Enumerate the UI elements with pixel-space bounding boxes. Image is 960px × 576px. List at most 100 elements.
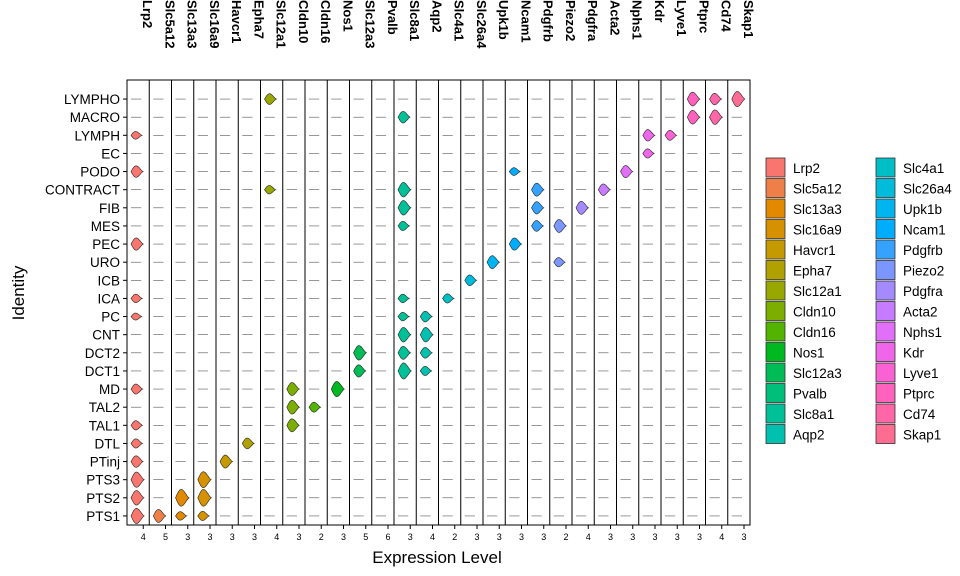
gene-label: Slc13a3 bbox=[185, 0, 200, 48]
violin-slc16a9-pts3 bbox=[197, 471, 212, 489]
violin-slc16a9-pts2 bbox=[197, 489, 212, 507]
identity-label: URO bbox=[90, 255, 120, 270]
gene-label: Slc8a1 bbox=[407, 0, 422, 41]
legend-label: Ptprc bbox=[903, 387, 935, 402]
legend-swatch bbox=[765, 403, 786, 424]
legend-label: Aqp2 bbox=[793, 428, 825, 443]
legend-swatch bbox=[765, 239, 786, 260]
identity-label: EC bbox=[101, 146, 120, 161]
x-tick-label: 3 bbox=[230, 532, 235, 542]
violin-piezo2-mes bbox=[553, 219, 567, 233]
violin-slc8a1-mes bbox=[397, 220, 411, 231]
legend-label: Acta2 bbox=[903, 305, 938, 320]
identity-label: TAL1 bbox=[89, 418, 120, 433]
gene-label: Pdgfra bbox=[585, 0, 600, 42]
violin-slc8a1-macro bbox=[397, 111, 411, 124]
violin-lrp2-dtl bbox=[130, 438, 144, 449]
violin-cd74-lympho bbox=[709, 92, 723, 106]
identity-label: DTL bbox=[94, 436, 120, 451]
gene-label: Slc12a3 bbox=[363, 0, 378, 48]
x-tick-label: 3 bbox=[630, 532, 635, 542]
x-tick-label: 3 bbox=[652, 532, 657, 542]
violin-slc12a3-dct1 bbox=[353, 364, 367, 378]
legend-label: Epha7 bbox=[793, 264, 832, 279]
identity-label: DCT2 bbox=[85, 346, 120, 361]
violin-slc12a3-dct2 bbox=[353, 345, 368, 361]
gene-label: Slc16a9 bbox=[207, 0, 222, 48]
gene-label: Epha7 bbox=[251, 0, 266, 39]
identity-label: PTinj bbox=[90, 455, 120, 470]
violin-lrp2-lymph bbox=[130, 131, 143, 140]
identity-label: ICA bbox=[97, 291, 120, 306]
legend-swatch bbox=[765, 198, 786, 219]
x-tick-label: 2 bbox=[563, 532, 568, 542]
violin-havcr1-ptinj bbox=[219, 454, 234, 469]
violin-slc4a1-ica bbox=[442, 293, 455, 304]
violin-slc8a1-fib bbox=[397, 200, 412, 216]
violin-kdr-ec bbox=[642, 148, 655, 159]
legend-swatch bbox=[765, 321, 786, 342]
legend-label: Slc12a3 bbox=[793, 366, 842, 381]
legend-label: Cldn16 bbox=[793, 325, 836, 340]
violin-aqp2-dct1 bbox=[419, 365, 433, 376]
violin-slc12a1-lympho bbox=[264, 93, 278, 105]
identity-label: MACRO bbox=[70, 110, 120, 125]
x-tick-label: 6 bbox=[385, 532, 390, 542]
y-axis-label: Identity bbox=[9, 265, 28, 320]
x-axis-label: Expression Level bbox=[372, 548, 501, 567]
legend-label: Lyve1 bbox=[903, 366, 939, 381]
gene-label: Cldn10 bbox=[296, 0, 311, 43]
identity-label: CONTRACT bbox=[45, 183, 120, 198]
violin-lrp2-pec bbox=[130, 237, 144, 251]
gene-label: Ncam1 bbox=[518, 0, 533, 43]
violin-slc5a12-pts1 bbox=[152, 509, 167, 523]
gene-label: Lyve1 bbox=[674, 0, 689, 36]
violin-lrp2-pts3 bbox=[130, 471, 145, 488]
violin-cldn10-tal2 bbox=[286, 399, 301, 415]
legend-label: Havcr1 bbox=[793, 243, 836, 258]
legend-label: Slc26a4 bbox=[903, 182, 952, 197]
violin-pdgfrb-fib bbox=[531, 201, 545, 215]
legend-swatch bbox=[875, 301, 896, 321]
legend-swatch bbox=[765, 342, 786, 362]
legend-swatch bbox=[875, 321, 896, 342]
identity-label: MD bbox=[99, 382, 120, 397]
violin-slc16a9-pts1 bbox=[197, 510, 210, 521]
legend-swatch bbox=[875, 198, 896, 219]
legend-label: Slc8a1 bbox=[793, 407, 834, 422]
legend-swatch bbox=[875, 260, 896, 280]
gene-label: Acta2 bbox=[607, 0, 622, 35]
violin-lrp2-tal1 bbox=[130, 420, 144, 431]
legend-swatch bbox=[765, 219, 786, 239]
x-tick-label: 3 bbox=[408, 532, 413, 542]
violin-ncam1-podo bbox=[508, 167, 522, 176]
x-tick-label: 3 bbox=[341, 532, 346, 542]
violin-cldn16-tal2 bbox=[308, 401, 322, 413]
legend-swatch bbox=[765, 362, 786, 383]
x-tick-label: 4 bbox=[430, 532, 435, 542]
legend-swatch bbox=[875, 342, 896, 362]
gene-label: Slc26a4 bbox=[474, 0, 489, 49]
identity-label: PTS2 bbox=[86, 491, 120, 506]
axis-labels: Lrp2 4 Slc5a12 5 Slc13a3 3 Slc16a9 3 Havcr1 3 Epha… bbox=[45, 0, 756, 542]
violin-lrp2-md bbox=[130, 383, 144, 395]
legend-swatch bbox=[765, 280, 786, 301]
gene-label: Pvalb bbox=[385, 0, 400, 35]
gene-label: Aqp2 bbox=[429, 0, 444, 33]
legend-label: Slc16a9 bbox=[793, 223, 842, 238]
legend-swatch bbox=[765, 383, 786, 403]
legend-label: Pdgfrb bbox=[903, 243, 943, 258]
gene-label: Upk1b bbox=[496, 0, 511, 40]
legend-label: Piezo2 bbox=[903, 264, 944, 279]
violin-slc26a4-icb bbox=[464, 274, 478, 287]
legend-label: Lrp2 bbox=[793, 161, 820, 176]
identity-label: DCT1 bbox=[85, 364, 120, 379]
legend-swatch bbox=[765, 157, 786, 178]
gene-label: Nphs1 bbox=[630, 0, 645, 40]
gene-label: Pdgfrb bbox=[541, 0, 556, 42]
legend-swatch bbox=[875, 383, 896, 403]
x-tick-label: 3 bbox=[296, 532, 301, 542]
legend-label: Nos1 bbox=[793, 346, 825, 361]
violin-lrp2-pts2 bbox=[130, 490, 145, 506]
x-tick-label: 3 bbox=[741, 532, 746, 542]
